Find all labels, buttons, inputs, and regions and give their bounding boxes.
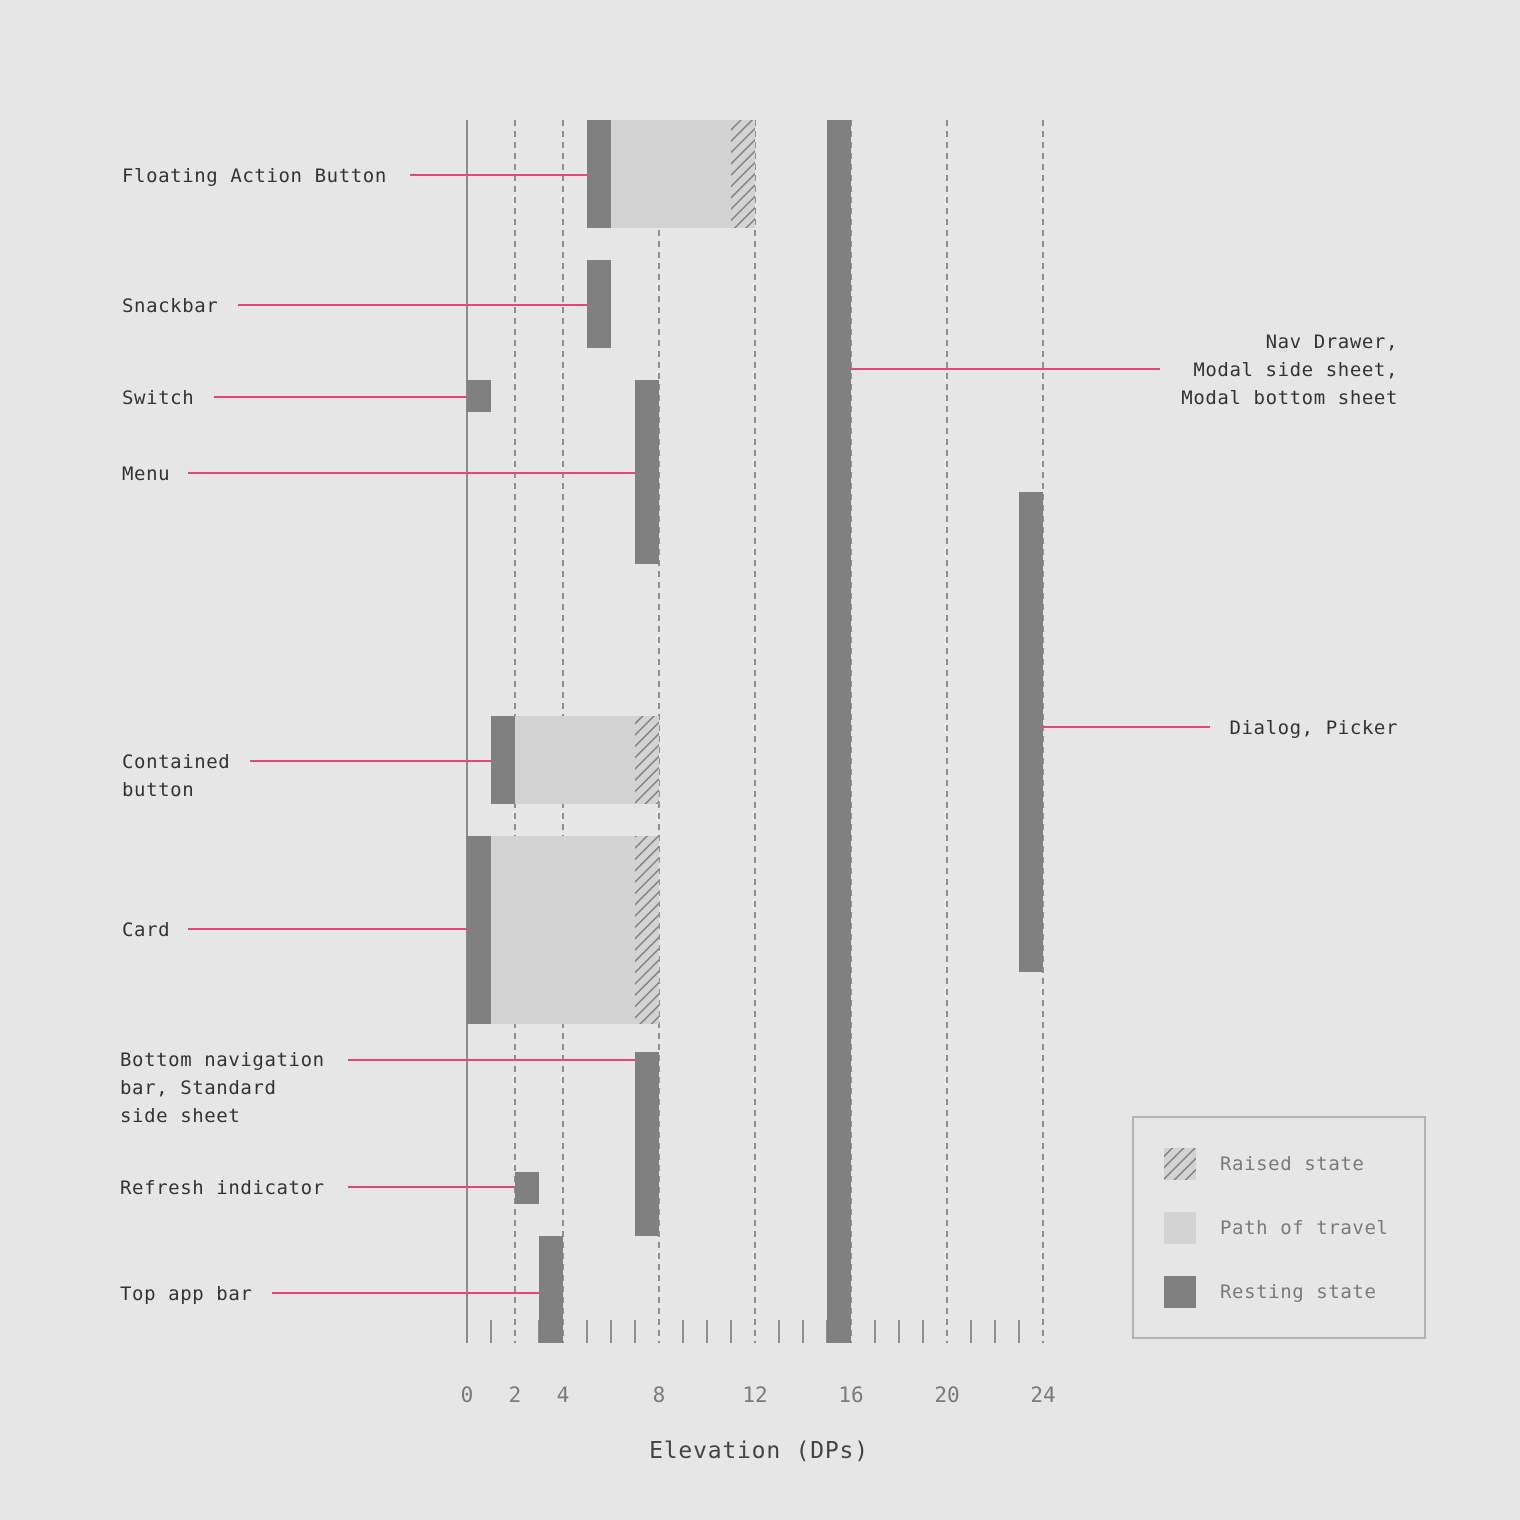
component-5-path-bar: [491, 836, 635, 1024]
component-5-raised-bar: [635, 836, 659, 1024]
legend-swatch-raised: [1164, 1148, 1196, 1180]
component-2-label-line: Switch: [122, 387, 194, 409]
tick-label-0: 0: [461, 1383, 474, 1407]
component-3-label: Menu: [122, 463, 170, 485]
legend-swatch-path: [1164, 1212, 1196, 1244]
component-9-label-line: Modal side sheet,: [1193, 359, 1398, 381]
component-7-label-line: Refresh indicator: [120, 1177, 325, 1199]
component-10-label-line: Dialog, Picker: [1229, 717, 1398, 739]
component-8-label: Top app bar: [120, 1283, 252, 1305]
tick-label-4: 4: [557, 1383, 570, 1407]
component-10-resting-bar: [1019, 492, 1043, 972]
component-0-raised-bar: [731, 120, 755, 228]
legend: Raised state Path of travel Resting state: [1132, 1116, 1426, 1339]
component-4-raised-bar: [635, 716, 659, 804]
component-4-label-line: Contained: [122, 751, 230, 773]
legend-label-raised: Raised state: [1220, 1153, 1364, 1175]
component-6-label-line: side sheet: [120, 1105, 240, 1127]
component-5-resting-bar: [467, 836, 491, 1024]
component-0-label: Floating Action Button: [122, 165, 387, 187]
component-1-label-line: Snackbar: [122, 295, 218, 317]
component-4-resting-bar: [491, 716, 515, 804]
tick-label-2: 2: [509, 1383, 522, 1407]
component-4-label-line: button: [122, 779, 194, 801]
component-5-label-line: Card: [122, 919, 170, 941]
bars: [188, 120, 1210, 1343]
component-7-label: Refresh indicator: [120, 1177, 325, 1199]
component-6-label: Bottom navigation bar, Standard side sheet: [120, 1049, 325, 1127]
component-3-label-line: Menu: [122, 463, 170, 485]
legend-label-resting: Resting state: [1220, 1281, 1377, 1303]
component-labels: Floating Action Button Snackbar Switch Menu…: [120, 165, 1398, 1305]
component-9-label: Nav Drawer, Modal side sheet, Modal bottom…: [1181, 331, 1398, 409]
component-6-label-line: bar, Standard: [120, 1077, 277, 1099]
component-0-resting-bar: [587, 120, 611, 228]
component-6-label-line: Bottom navigation: [120, 1049, 325, 1071]
component-4-path-bar: [515, 716, 635, 804]
component-8-resting-bar: [539, 1236, 563, 1343]
legend-label-path: Path of travel: [1220, 1217, 1389, 1239]
tick-label-24: 24: [1030, 1383, 1055, 1407]
tick-label-12: 12: [742, 1383, 767, 1407]
tick-label-8: 8: [653, 1383, 666, 1407]
component-8-label-line: Top app bar: [120, 1283, 252, 1305]
legend-swatch-resting: [1164, 1276, 1196, 1308]
component-5-label: Card: [122, 919, 170, 941]
legend-box: [1132, 1116, 1426, 1339]
x-axis-title: Elevation (DPs): [649, 1438, 869, 1464]
component-2-resting-bar: [467, 380, 491, 412]
component-9-resting-bar: [827, 120, 851, 1343]
component-10-label: Dialog, Picker: [1229, 717, 1398, 739]
component-7-resting-bar: [515, 1172, 539, 1204]
tick-label-20: 20: [934, 1383, 959, 1407]
component-1-label: Snackbar: [122, 295, 218, 317]
component-9-label-line: Nav Drawer,: [1266, 331, 1398, 353]
component-6-resting-bar: [635, 1052, 659, 1236]
component-0-label-line: Floating Action Button: [122, 165, 387, 187]
component-0-path-bar: [611, 120, 731, 228]
component-1-resting-bar: [587, 260, 611, 348]
component-3-resting-bar: [635, 380, 659, 564]
tick-label-16: 16: [838, 1383, 863, 1407]
x-axis: 0 2 4 8 12 16 20 24: [461, 1320, 1056, 1407]
component-4-label: Contained button: [122, 751, 230, 801]
component-9-label-line: Modal bottom sheet: [1181, 387, 1398, 409]
component-2-label: Switch: [122, 387, 194, 409]
